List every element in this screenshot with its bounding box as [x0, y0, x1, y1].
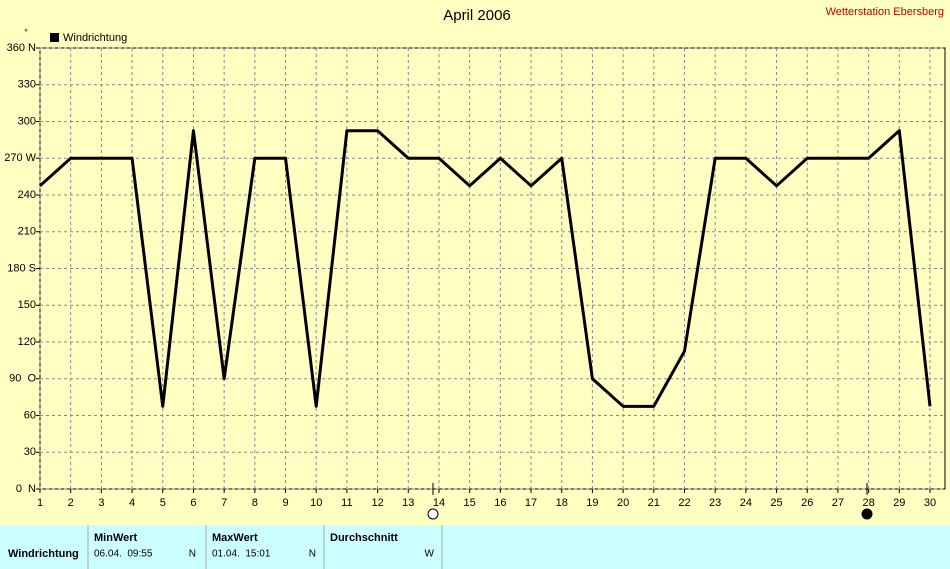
x-tick-label: 25	[770, 497, 782, 509]
x-tick-label: 2	[68, 497, 74, 509]
table-header: MaxWert	[212, 532, 258, 544]
table-header: MinWert	[94, 532, 138, 544]
y-tick-label: 330	[18, 79, 36, 91]
full-moon-icon	[427, 508, 439, 520]
x-tick-label: 11	[341, 497, 352, 509]
x-tick-label: 4	[129, 497, 135, 509]
x-tick-label: 27	[832, 497, 844, 509]
x-tick-label: 3	[98, 497, 104, 509]
x-tick-label: 13	[402, 497, 414, 509]
min-direction: N	[189, 549, 196, 560]
y-tick-label: 90 O	[9, 373, 36, 385]
x-tick-label: 29	[893, 497, 905, 509]
y-tick-label: 60	[24, 409, 36, 421]
y-tick-label: 180 S	[7, 262, 36, 274]
x-tick-label: 24	[740, 497, 752, 509]
y-tick-label: 240	[18, 189, 36, 201]
y-tick-label: 0 N	[16, 483, 36, 495]
x-tick-label: 17	[525, 497, 537, 509]
y-unit: °	[24, 27, 28, 37]
station-name: Wetterstation Ebersberg	[826, 6, 944, 18]
stats-table: MinWert MaxWert Durchschnitt Windrichtun…	[0, 525, 950, 569]
y-tick-label: 300	[18, 115, 36, 127]
max-time: 01.04. 15:01	[212, 549, 271, 560]
x-tick-label: 14	[433, 497, 445, 509]
x-tick-label: 6	[190, 497, 196, 509]
legend-swatch	[50, 33, 59, 42]
table-background	[0, 525, 950, 569]
x-tick-label: 8	[252, 497, 258, 509]
x-tick-label: 5	[160, 497, 166, 509]
data-line	[38, 129, 932, 408]
y-tick-label: 30	[24, 446, 36, 458]
chart-title: April 2006	[443, 7, 511, 24]
y-tick-label: 360 N	[7, 42, 36, 54]
x-tick-label: 15	[464, 497, 476, 509]
x-tick-label: 7	[221, 497, 227, 509]
x-tick-label: 10	[310, 497, 322, 509]
x-tick-label: 19	[586, 497, 598, 509]
new-moon-icon	[861, 508, 873, 520]
y-tick-label: 270 W	[4, 152, 36, 164]
y-tick-label: 210	[18, 226, 36, 238]
x-tick-label: 16	[494, 497, 506, 509]
average-direction: W	[425, 549, 435, 560]
x-tick-label: 1	[37, 497, 43, 509]
min-time: 06.04. 09:55	[94, 549, 153, 560]
row-label: Windrichtung	[8, 548, 79, 560]
x-tick-label: 20	[617, 497, 629, 509]
x-tick-label: 18	[556, 497, 568, 509]
x-tick-label: 28	[862, 497, 874, 509]
table-header: Durchschnitt	[330, 532, 398, 544]
x-tick-label: 22	[678, 497, 690, 509]
x-tick-label: 26	[801, 497, 813, 509]
y-tick-label: 150	[18, 299, 36, 311]
legend-label: Windrichtung	[63, 32, 127, 44]
x-tick-label: 21	[648, 497, 660, 509]
x-tick-label: 12	[371, 497, 383, 509]
x-tick-label: 23	[709, 497, 721, 509]
max-direction: N	[309, 549, 316, 560]
x-tick-label: 9	[282, 497, 288, 509]
x-tick-label: 30	[924, 497, 936, 509]
y-tick-label: 120	[18, 336, 36, 348]
